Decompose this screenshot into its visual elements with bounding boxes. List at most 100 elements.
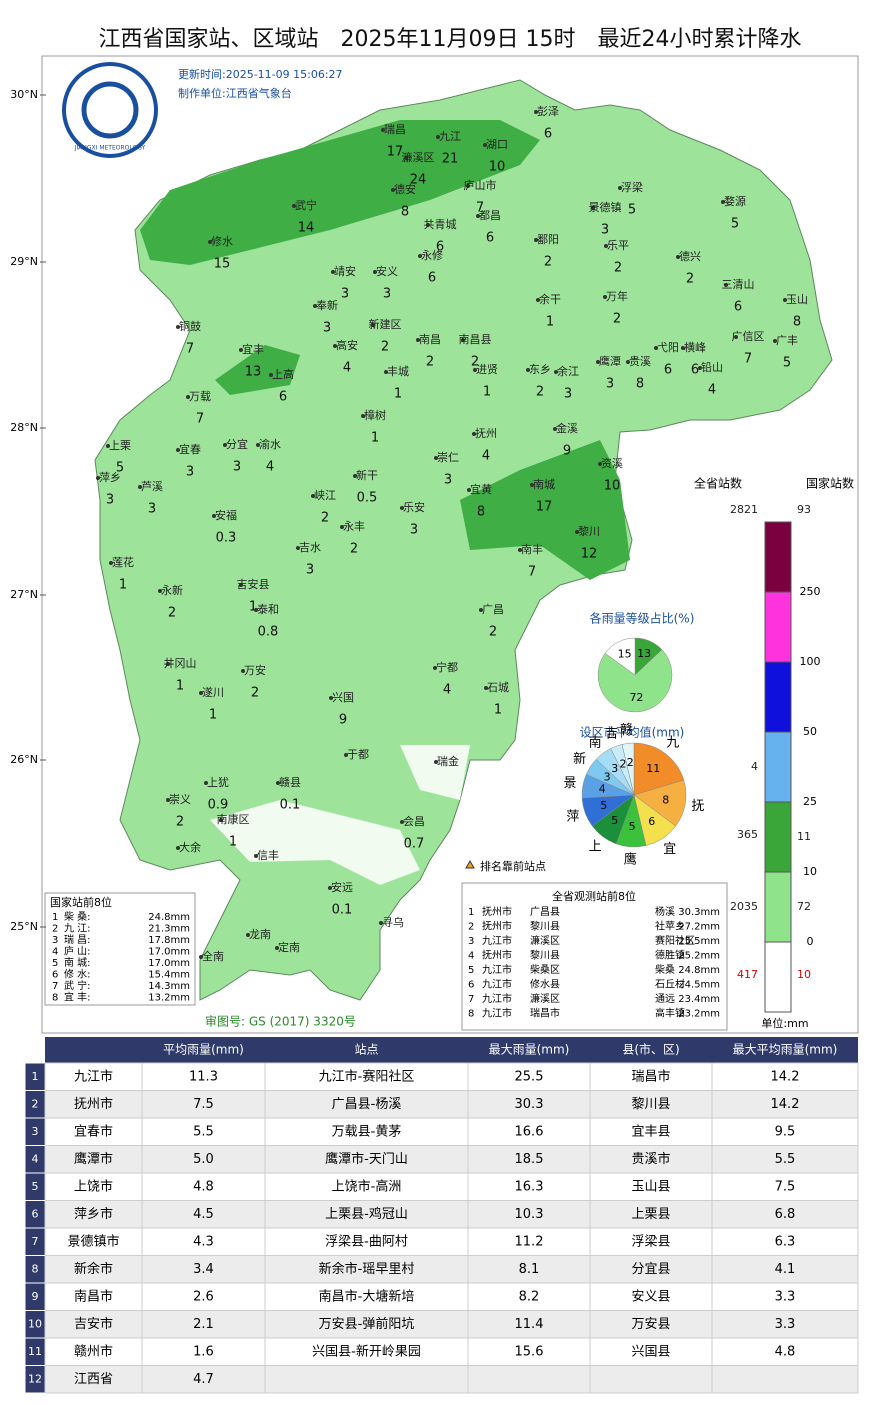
lat-label: 28°N (10, 421, 38, 434)
station-dot (554, 370, 558, 374)
slice-value: 2 (619, 758, 626, 771)
station-dot (199, 955, 203, 959)
station-name: 修水 (211, 234, 233, 248)
station-name: 全南 (202, 949, 224, 963)
station-dot (313, 304, 317, 308)
legend-header: 全省站数 (694, 476, 742, 491)
station-name: 上犹 (207, 776, 229, 789)
table-cell: 江西省 (74, 1372, 113, 1387)
station-value: 5 (628, 203, 636, 218)
table-cell: 6.3 (775, 1234, 796, 1249)
legend-swatch (764, 871, 792, 943)
station-name: 寻乌 (382, 915, 404, 929)
pie-slice (604, 637, 636, 676)
station-dot (400, 820, 404, 824)
station-dot (331, 270, 335, 274)
station-dot (276, 781, 280, 785)
station-value: 1 (176, 679, 184, 694)
province-shape (94, 79, 833, 1001)
table-row (44, 1145, 859, 1174)
box-cell: 修水县 (530, 978, 560, 991)
box-cell: 抚州市 (482, 949, 512, 962)
logo-text: JIANGXI METEOROLOGY (74, 145, 146, 152)
rank: 10 (28, 1317, 42, 1330)
station-name: 安福 (215, 508, 237, 522)
station-name: 宁都 (436, 660, 458, 674)
station-value: 7 (528, 565, 536, 580)
table-cell: 吉安市 (74, 1316, 113, 1332)
legend-threshold: 50 (803, 725, 817, 738)
rank: 3 (32, 1125, 39, 1138)
station-value: 3 (606, 377, 614, 392)
station-dot (239, 583, 243, 587)
slice-value: 72 (629, 691, 643, 704)
station-dot (269, 373, 273, 377)
station-dot (204, 781, 208, 785)
pie-slice (633, 779, 687, 827)
station-name: 兴国 (332, 691, 354, 704)
station-name: 莲花 (112, 556, 134, 569)
station-value: 6 (544, 127, 552, 142)
station-dot (483, 143, 487, 147)
station-value: 24 (410, 173, 427, 188)
logo (62, 62, 158, 158)
table-cell: 上栗县-鸡冠山 (325, 1206, 408, 1222)
station-value: 17 (387, 145, 404, 160)
station-value: 3 (306, 563, 314, 578)
table-cell: 南昌市 (74, 1288, 113, 1304)
station-name: 贵溪 (629, 355, 651, 368)
table-cell: 分宜县 (631, 1262, 670, 1277)
station-name: 铜鼓 (179, 319, 201, 333)
table-cell: 玉山县 (631, 1179, 670, 1194)
pie-slice (633, 742, 685, 796)
table-cell: 4.8 (775, 1344, 796, 1359)
box-cell: 3 (52, 935, 58, 946)
station-name: 奉新 (316, 298, 338, 312)
box-cell: 1 (52, 912, 58, 923)
table-cell: 新余市-瑶早里村 (319, 1261, 415, 1277)
station-name: 弋阳 (657, 341, 679, 354)
station-name: 大余 (179, 840, 201, 854)
station-name: 上栗 (109, 439, 131, 452)
table-cell: 上饶市 (74, 1178, 113, 1194)
station-dot (553, 427, 557, 431)
station-value: 0.8 (258, 625, 279, 640)
table-cell: 萍乡市 (74, 1206, 113, 1222)
slice-value: 8 (662, 794, 669, 807)
station-value: 1 (546, 315, 554, 330)
table-cell: 上饶市-高洲 (332, 1178, 402, 1194)
station-dot (734, 335, 738, 339)
station-value: 12 (581, 547, 598, 562)
slice-value: 6 (648, 815, 655, 828)
station-value: 3 (106, 493, 114, 508)
station-dot (434, 760, 438, 764)
station-value: 5 (783, 356, 791, 371)
box-cell: 21.3mm (148, 924, 190, 935)
table-cell: 新余市 (74, 1261, 113, 1277)
table-cell: 4.5 (193, 1207, 214, 1222)
producer: 制作单位:江西省气象台 (178, 86, 292, 100)
box-cell: 5 (468, 965, 474, 976)
table-cell: 黎川县 (631, 1097, 670, 1112)
station-name: 高安 (336, 338, 358, 352)
province-count: 2821 (730, 503, 758, 516)
station-value: 2 (489, 625, 497, 640)
station-name: 崇仁 (437, 451, 459, 464)
station-name: 永修 (421, 248, 443, 262)
slice-label: 景 (563, 776, 576, 791)
box-cell: 13.2mm (148, 993, 190, 1004)
box-title: 全省观测站前8位 (552, 889, 636, 903)
no-rain-area (210, 800, 420, 885)
station-dot (199, 691, 203, 695)
station-name: 会昌 (403, 815, 425, 828)
station-dot (698, 366, 702, 370)
national-count: 11 (797, 830, 811, 843)
table-row (44, 1227, 859, 1256)
table-cell: 贵溪市 (631, 1151, 670, 1167)
table-row (44, 1337, 859, 1366)
table-cell: 南昌市-大塘新培 (319, 1288, 415, 1304)
box-cell: 九江市 (482, 1007, 512, 1020)
station-value: 2 (471, 355, 479, 370)
table-cell: 宜春市 (74, 1123, 113, 1139)
station-value: 8 (793, 315, 801, 330)
